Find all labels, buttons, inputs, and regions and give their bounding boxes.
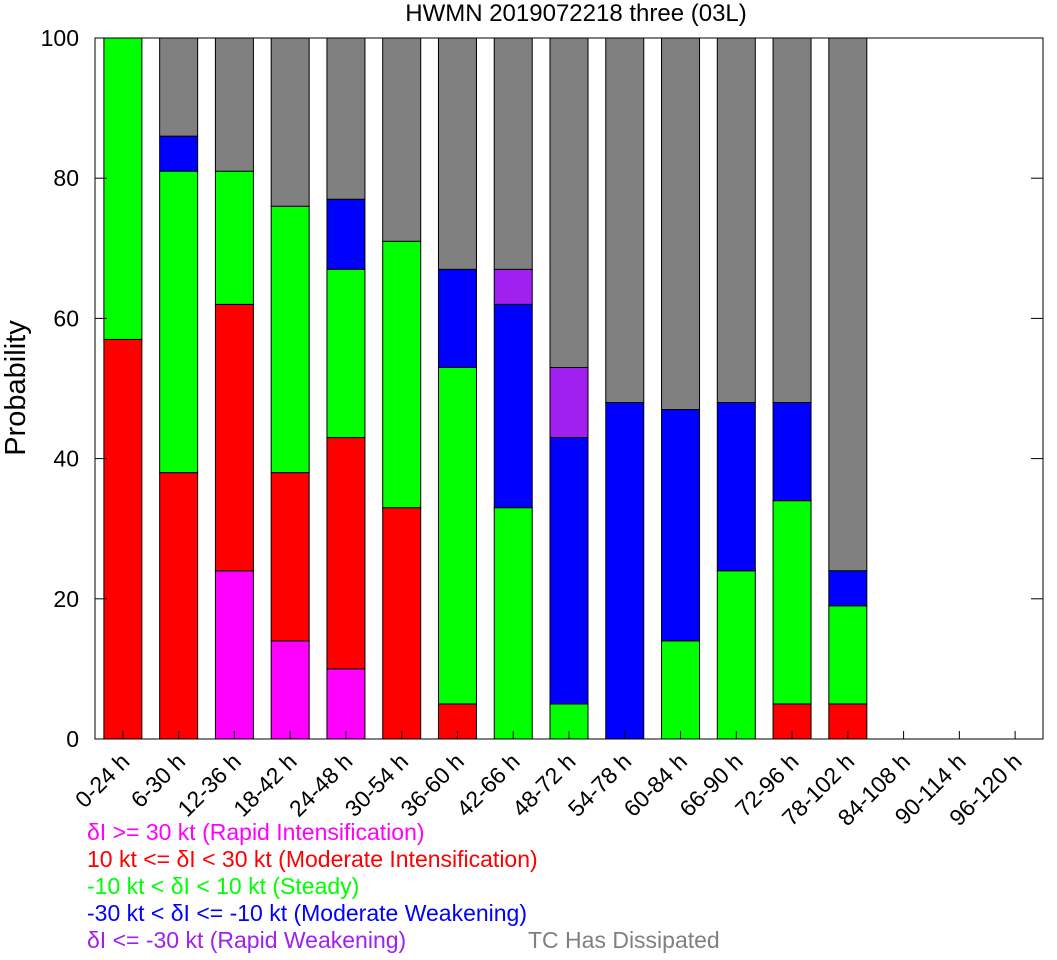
- bar-segment-8-5: [493, 268, 533, 305]
- legend-item: -10 kt < δI < 10 kt (Steady): [87, 873, 360, 899]
- bar-segment-3-6: [214, 37, 254, 172]
- bar-segment-4-3: [270, 205, 310, 474]
- bar-segment-13-3: [772, 500, 812, 705]
- bar-segment-5-1: [326, 668, 366, 740]
- bar-segment-5-3: [326, 268, 366, 439]
- chart: HWMN 2019072218 three (03L) Probability …: [0, 0, 1044, 830]
- bar-segment-2-3: [159, 170, 199, 474]
- bar-segment-14-4: [828, 570, 868, 607]
- bar-segment-12-4: [716, 402, 756, 572]
- legend-item: δI <= -30 kt (Rapid Weakening): [87, 927, 407, 953]
- bar-segment-12-3: [716, 570, 756, 740]
- bar-segment-4-1: [270, 640, 310, 740]
- bar-segment-12-6: [716, 37, 756, 404]
- legend-item: δI >= 30 kt (Rapid Intensification): [87, 819, 425, 845]
- bar-segment-4-2: [270, 472, 310, 642]
- bar-segment-11-3: [661, 640, 701, 740]
- y-tick-label: 80: [53, 165, 79, 191]
- legend-item: TC Has Dissipated: [528, 927, 720, 953]
- bar-segment-7-4: [437, 268, 477, 368]
- x-tick-label: 0-24 h: [70, 748, 135, 813]
- bar-segment-7-6: [437, 37, 477, 270]
- bar-segment-6-3: [382, 240, 422, 509]
- bar-segment-14-3: [828, 605, 868, 705]
- bar-segment-10-4: [605, 402, 645, 740]
- bar-segment-8-3: [493, 507, 533, 740]
- bar-segment-6-6: [382, 37, 422, 242]
- bar-segment-2-2: [159, 472, 199, 740]
- bar-segment-5-2: [326, 437, 366, 670]
- bar-segment-8-6: [493, 37, 533, 270]
- bar-segment-5-6: [326, 37, 366, 200]
- bar-segment-8-4: [493, 303, 533, 509]
- bar-segment-14-6: [828, 37, 868, 572]
- bar-segment-2-6: [159, 37, 199, 137]
- legend-item: -30 kt < δI <= -10 kt (Moderate Weakenin…: [87, 900, 528, 926]
- bar-segment-9-6: [549, 37, 589, 368]
- bars-group: [103, 37, 868, 740]
- bar-segment-9-5: [549, 366, 589, 439]
- plot-frame: [94, 37, 1044, 740]
- y-tick-label: 0: [66, 726, 79, 752]
- bar-segment-11-6: [661, 37, 701, 411]
- bar-segment-3-2: [214, 303, 254, 572]
- bar-segment-10-6: [605, 37, 645, 404]
- y-tick-label: 40: [53, 446, 79, 472]
- bar-segment-1-3: [103, 37, 143, 340]
- bar-segment-7-3: [437, 366, 477, 705]
- bar-segment-13-4: [772, 402, 812, 502]
- bar-segment-11-4: [661, 409, 701, 642]
- bar-segment-2-4: [159, 135, 199, 172]
- y-axis-label: Probability: [0, 320, 32, 456]
- legend-item: 10 kt <= δI < 30 kt (Moderate Intensific…: [87, 846, 538, 872]
- bar-segment-5-4: [326, 198, 366, 270]
- bar-segment-3-3: [214, 170, 254, 305]
- y-tick-label: 60: [53, 305, 79, 331]
- y-tick-label: 20: [53, 586, 79, 612]
- chart-title: HWMN 2019072218 three (03L): [405, 0, 747, 27]
- bar-segment-4-6: [270, 37, 310, 207]
- bar-segment-9-4: [549, 437, 589, 705]
- bar-segment-6-2: [382, 507, 422, 740]
- bar-segment-3-1: [214, 570, 254, 740]
- y-tick-label: 100: [41, 25, 79, 51]
- bar-segment-1-2: [103, 338, 143, 740]
- bar-segment-13-6: [772, 37, 812, 404]
